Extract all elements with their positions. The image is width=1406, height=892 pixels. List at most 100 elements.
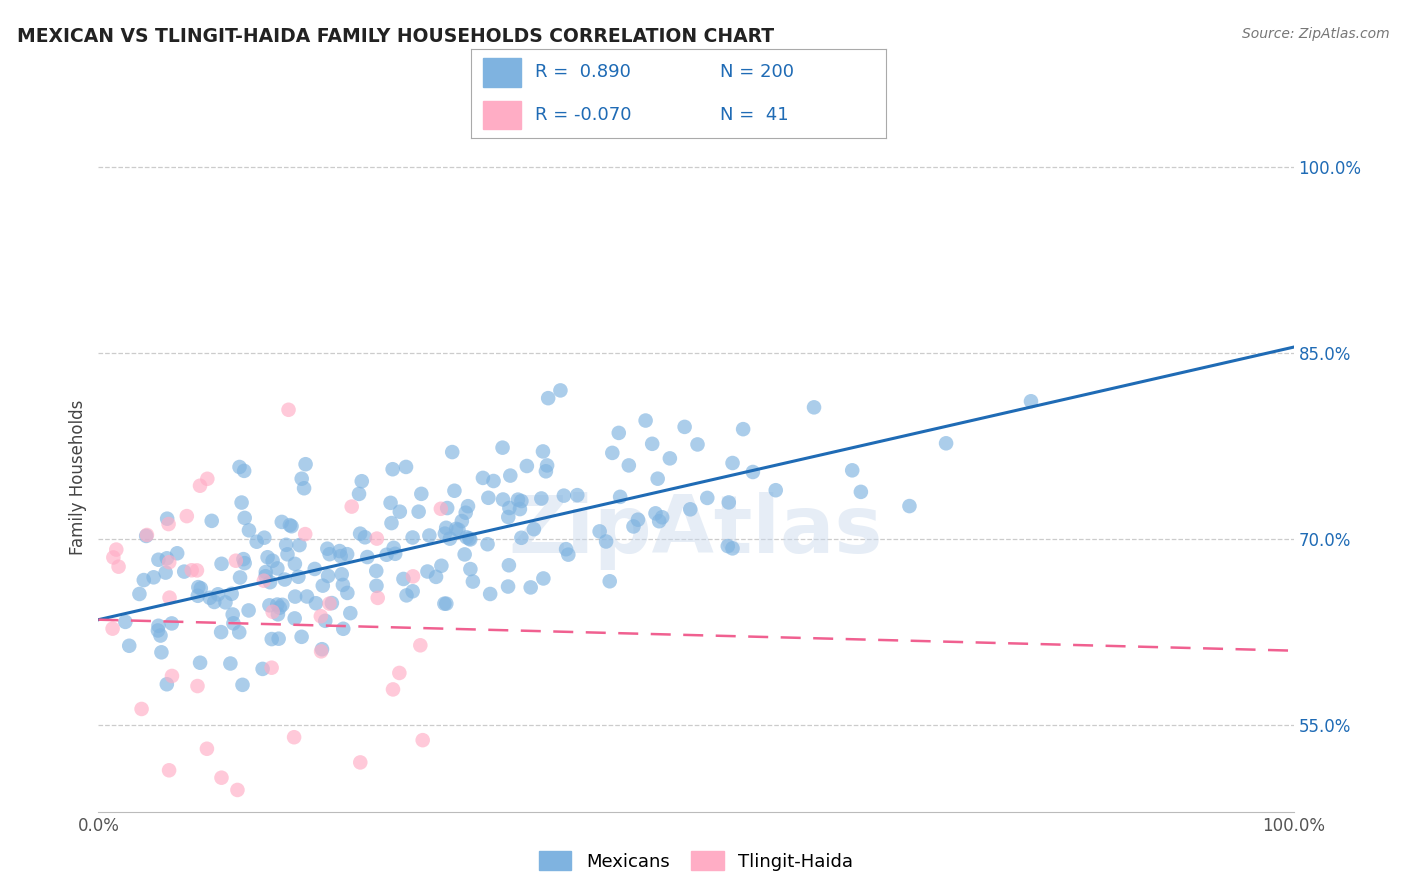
Text: R = -0.070: R = -0.070	[536, 106, 631, 124]
Point	[1019, 394, 1042, 409]
Point	[259, 575, 281, 590]
Point	[274, 573, 297, 587]
Point	[447, 523, 470, 537]
Point	[231, 495, 253, 509]
Point	[228, 625, 250, 640]
Point	[498, 558, 520, 573]
Point	[336, 547, 359, 561]
Point	[519, 581, 541, 595]
Point	[382, 541, 405, 555]
Point	[276, 538, 298, 552]
Point	[380, 496, 402, 510]
Point	[209, 625, 232, 640]
Text: R =  0.890: R = 0.890	[536, 63, 631, 81]
Point	[288, 538, 311, 552]
Point	[648, 514, 671, 528]
Point	[340, 500, 363, 514]
Point	[634, 413, 657, 427]
Point	[411, 487, 433, 501]
Point	[150, 645, 173, 659]
Point	[271, 598, 294, 612]
Point	[118, 639, 141, 653]
Point	[176, 509, 198, 524]
Point	[458, 532, 481, 546]
Point	[499, 468, 522, 483]
Point	[356, 549, 378, 564]
Point	[157, 764, 180, 778]
Point	[262, 554, 284, 568]
Point	[477, 491, 499, 505]
Point	[157, 517, 180, 532]
Point	[433, 526, 456, 541]
Point	[530, 491, 553, 506]
Point	[441, 445, 464, 459]
Point	[425, 570, 447, 584]
Point	[287, 570, 309, 584]
Point	[531, 444, 554, 458]
Point	[173, 565, 195, 579]
Point	[523, 522, 546, 536]
Point	[898, 499, 921, 513]
Point	[496, 510, 519, 524]
Point	[841, 463, 863, 477]
Point	[401, 584, 423, 599]
Point	[537, 391, 560, 405]
Point	[509, 502, 531, 516]
Bar	[484, 58, 520, 87]
Point	[336, 586, 359, 600]
Point	[254, 565, 277, 579]
Point	[156, 677, 179, 691]
Point	[409, 638, 432, 652]
Point	[418, 528, 440, 542]
Point	[222, 616, 245, 631]
Point	[456, 530, 478, 544]
Point	[330, 567, 353, 582]
Point	[246, 534, 269, 549]
Point	[259, 599, 281, 613]
Point	[595, 534, 617, 549]
Point	[444, 522, 467, 536]
Point	[211, 557, 233, 571]
Point	[803, 401, 825, 415]
Point	[733, 422, 755, 436]
Point	[284, 557, 307, 571]
Point	[366, 564, 388, 578]
Point	[479, 587, 502, 601]
Point	[253, 574, 276, 588]
Text: N =  41: N = 41	[720, 106, 789, 124]
Point	[229, 570, 252, 584]
Point	[721, 456, 744, 470]
Point	[332, 622, 354, 636]
Point	[401, 531, 423, 545]
Point	[679, 502, 702, 516]
Point	[623, 519, 645, 533]
Point	[186, 679, 208, 693]
Point	[195, 472, 218, 486]
Point	[160, 616, 183, 631]
Point	[266, 598, 288, 612]
Point	[765, 483, 787, 498]
Point	[935, 436, 957, 450]
Point	[270, 515, 292, 529]
Point	[450, 514, 472, 528]
Point	[277, 402, 299, 417]
Point	[292, 481, 315, 495]
Point	[382, 682, 405, 697]
Point	[367, 591, 389, 605]
Point	[148, 553, 170, 567]
Point	[395, 588, 418, 602]
Point	[188, 479, 211, 493]
Point	[228, 460, 250, 475]
Point	[651, 510, 673, 524]
Point	[388, 505, 411, 519]
Point	[461, 574, 484, 589]
Point	[156, 551, 179, 566]
Point	[148, 619, 170, 633]
Point	[553, 489, 575, 503]
Point	[453, 548, 475, 562]
Point	[266, 561, 288, 575]
Point	[314, 614, 336, 628]
Point	[254, 569, 277, 583]
Point	[434, 521, 457, 535]
Point	[233, 556, 256, 570]
